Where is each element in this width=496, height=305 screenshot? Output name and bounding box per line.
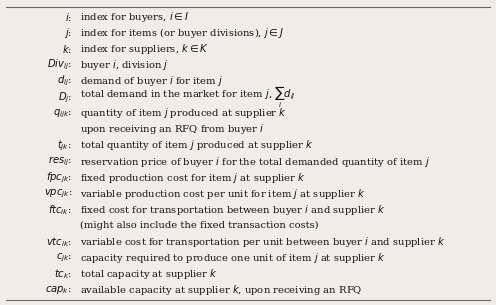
Text: $Div_{ij}$:: $Div_{ij}$: [47,58,72,72]
Text: $k$:: $k$: [62,43,72,55]
Text: $D_j$:: $D_j$: [58,90,72,105]
Text: $q_{ijk}$:: $q_{ijk}$: [53,107,72,120]
Text: total capacity at supplier $k$: total capacity at supplier $k$ [80,267,218,281]
Text: capacity required to produce one unit of item $j$ at supplier $k$: capacity required to produce one unit of… [80,251,386,265]
Text: fixed cost for transportation between buyer $i$ and supplier $k$: fixed cost for transportation between bu… [80,203,385,217]
Text: total quantity of item $j$ produced at supplier $k$: total quantity of item $j$ produced at s… [80,138,313,152]
Text: fixed production cost for item $j$ at supplier $k$: fixed production cost for item $j$ at su… [80,170,306,185]
Text: quantity of item $j$ produced at supplier $k$: quantity of item $j$ produced at supplie… [80,106,287,120]
Text: $c_{jk}$:: $c_{jk}$: [56,252,72,264]
Text: variable production cost per unit for item $j$ at supplier $k$: variable production cost per unit for it… [80,187,366,201]
Text: $j$:: $j$: [64,26,72,40]
Text: (might also include the fixed transaction costs): (might also include the fixed transactio… [80,221,318,230]
Text: upon receiving an RFQ from buyer $i$: upon receiving an RFQ from buyer $i$ [80,122,264,136]
Text: $d_{ij}$:: $d_{ij}$: [57,74,72,88]
Text: total demand in the market for item $j$, $\sum_i d_{ij}$: total demand in the market for item $j$,… [80,84,296,110]
Text: index for buyers, $i \in I$: index for buyers, $i \in I$ [80,10,189,24]
Text: index for suppliers, $k \in K$: index for suppliers, $k \in K$ [80,42,209,56]
Text: demand of buyer $i$ for item $j$: demand of buyer $i$ for item $j$ [80,74,223,88]
Text: $vtc_{ik}$:: $vtc_{ik}$: [46,235,72,249]
Text: index for items (or buyer divisions), $j \in J$: index for items (or buyer divisions), $j… [80,26,284,40]
Text: reservation price of buyer $i$ for the total demanded quantity of item $j$: reservation price of buyer $i$ for the t… [80,155,430,169]
Text: $i$:: $i$: [65,11,72,23]
Text: available capacity at supplier $k$, upon receiving an RFQ: available capacity at supplier $k$, upon… [80,283,363,297]
Text: $vpc_{jk}$:: $vpc_{jk}$: [44,188,72,200]
Text: $ftc_{ik}$:: $ftc_{ik}$: [49,203,72,217]
Text: $t_{jk}$:: $t_{jk}$: [58,138,72,153]
Text: $fpc_{jk}$:: $fpc_{jk}$: [46,170,72,185]
Text: buyer $i$, division $j$: buyer $i$, division $j$ [80,58,169,72]
Text: $cap_k$:: $cap_k$: [45,284,72,296]
Text: $tc_k$:: $tc_k$: [54,267,72,281]
Text: variable cost for transportation per unit between buyer $i$ and supplier $k$: variable cost for transportation per uni… [80,235,445,249]
Text: $res_{ij}$:: $res_{ij}$: [48,155,72,168]
